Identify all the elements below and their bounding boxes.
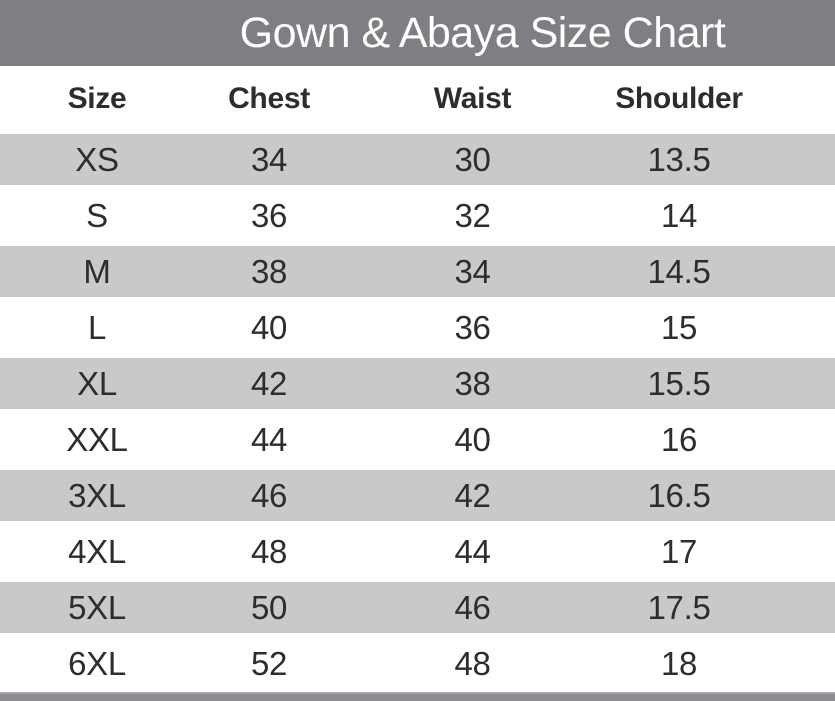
measurement-value: 50 (184, 580, 370, 636)
size-label: XL (0, 356, 184, 412)
size-label: 6XL (68, 645, 126, 682)
table-row-xxl: XXL 44 40 16 (0, 412, 835, 468)
table-row-l: L 40 36 15 (0, 300, 835, 356)
measurement-value: 48 (454, 645, 491, 682)
measurement-value: 30 (370, 132, 575, 188)
measurement-value: 34 (370, 244, 575, 300)
footer-bar (0, 692, 835, 701)
measurement-value: 32 (454, 197, 491, 234)
measurement-value: 46 (184, 468, 370, 524)
column-header-waist: Waist (370, 66, 575, 132)
measurement-value: 34 (184, 132, 370, 188)
size-label: S (86, 197, 108, 234)
table-row-xl: XL 42 38 15.5 (0, 356, 835, 412)
measurement-value: 14 (660, 197, 698, 234)
measurement-value: 17 (660, 533, 698, 570)
size-table: Size Chest Waist Shoulder XS 34 30 13.5 S 36 32 14… (0, 66, 835, 692)
column-header-size: Size (0, 66, 184, 132)
measurement-value: 40 (250, 309, 288, 346)
measurement-value: 17.5 (575, 580, 835, 636)
table-row-6xl: 6XL 52 48 18 (0, 636, 835, 692)
chart-title-bar: Gown & Abaya Size Chart (0, 0, 835, 66)
measurement-value: 48 (250, 533, 288, 570)
measurement-value: 36 (454, 309, 491, 346)
measurement-value: 42 (370, 468, 575, 524)
measurement-value: 44 (250, 421, 288, 458)
measurement-value: 42 (184, 356, 370, 412)
column-header-shoulder: Shoulder (575, 66, 835, 132)
measurement-value: 15 (660, 309, 698, 346)
size-label: 3XL (0, 468, 184, 524)
table-row-3xl: 3XL 46 42 16.5 (0, 468, 835, 524)
table-row-m: M 38 34 14.5 (0, 244, 835, 300)
measurement-value: 16.5 (575, 468, 835, 524)
size-label: 4XL (68, 533, 126, 570)
measurement-value: 52 (250, 645, 288, 682)
column-header-chest: Chest (184, 66, 370, 132)
measurement-value: 40 (454, 421, 491, 458)
table-row-5xl: 5XL 50 46 17.5 (0, 580, 835, 636)
table-header-row: Size Chest Waist Shoulder (0, 66, 835, 132)
measurement-value: 44 (454, 533, 491, 570)
size-label: XS (0, 132, 184, 188)
size-label: XXL (66, 421, 128, 458)
measurement-value: 15.5 (575, 356, 835, 412)
table-row-s: S 36 32 14 (0, 188, 835, 244)
measurement-value: 36 (250, 197, 288, 234)
measurement-value: 14.5 (575, 244, 835, 300)
size-label: M (0, 244, 184, 300)
size-label: 5XL (0, 580, 184, 636)
table-row-4xl: 4XL 48 44 17 (0, 524, 835, 580)
measurement-value: 18 (660, 645, 698, 682)
table-row-xs: XS 34 30 13.5 (0, 132, 835, 188)
measurement-value: 46 (370, 580, 575, 636)
size-label: L (87, 309, 107, 346)
page-title: Gown & Abaya Size Chart (239, 8, 726, 57)
measurement-value: 38 (370, 356, 575, 412)
measurement-value: 13.5 (575, 132, 835, 188)
measurement-value: 38 (184, 244, 370, 300)
measurement-value: 16 (660, 421, 698, 458)
table-body: XS 34 30 13.5 S 36 32 14 M 38 34 14.5 L 40 36 15 XL 42 38 1… (0, 132, 835, 692)
